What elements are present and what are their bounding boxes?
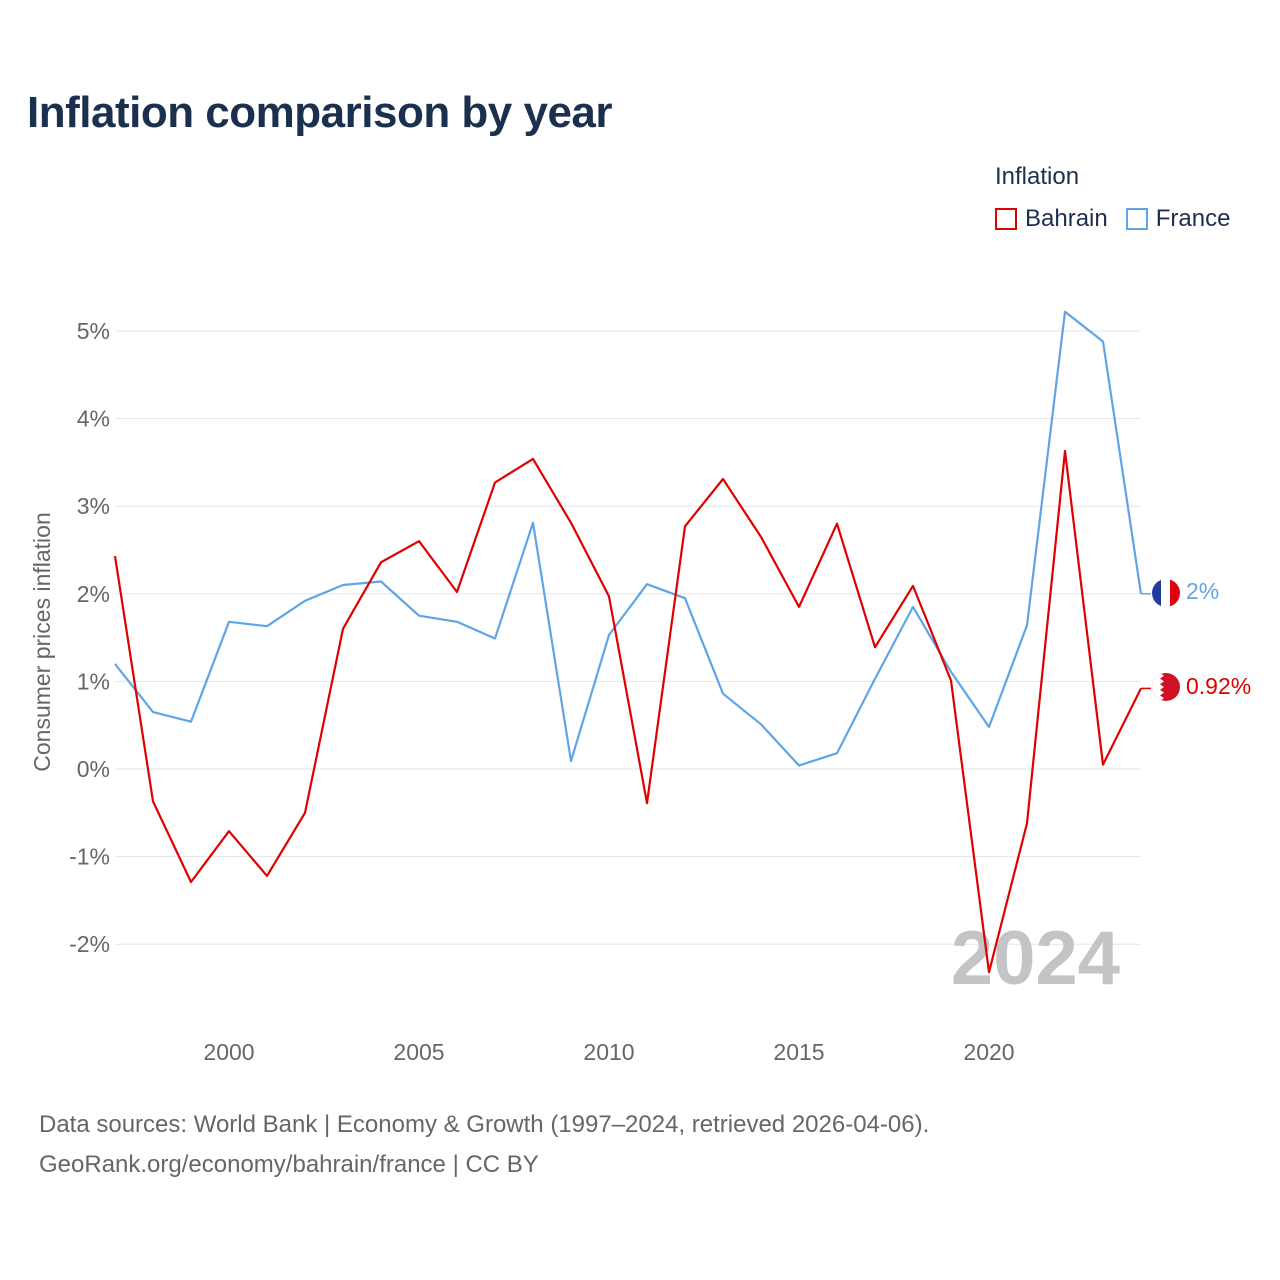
line-chart: 2024 -2% -1% 0% 1% 2% 3% 4% 5% 2000 2005 2010 2015… bbox=[29, 310, 1251, 1065]
end-labels: 2% 0.92% bbox=[1186, 578, 1251, 699]
legend-item-france[interactable]: France bbox=[1125, 205, 1231, 233]
chart-title: Inflation comparison by year bbox=[27, 88, 613, 137]
legend-title: Inflation bbox=[995, 163, 1080, 190]
x-tick-label: 2020 bbox=[963, 1039, 1014, 1065]
grid-lines bbox=[115, 330, 1141, 945]
x-axis-ticks: 2000 2005 2010 2015 2020 bbox=[203, 1039, 1014, 1065]
y-tick-label: -2% bbox=[69, 931, 110, 957]
footer: Data sources: World Bank | Economy & Gro… bbox=[39, 1105, 929, 1185]
end-label-france: 2% bbox=[1186, 578, 1219, 604]
y-tick-label: -1% bbox=[69, 844, 110, 870]
y-tick-label: 4% bbox=[77, 406, 110, 432]
x-tick-label: 2000 bbox=[203, 1039, 254, 1065]
series-line-bahrain[interactable] bbox=[113, 449, 1142, 974]
legend-label-bahrain: Bahrain bbox=[1025, 205, 1108, 232]
year-watermark: 2024 bbox=[951, 916, 1120, 1001]
credit-line: GeoRank.org/economy/bahrain/france | CC … bbox=[39, 1151, 539, 1178]
legend-label-france: France bbox=[1155, 205, 1231, 232]
x-tick-label: 2005 bbox=[393, 1039, 444, 1065]
y-axis-label: Consumer prices inflation bbox=[29, 512, 55, 772]
y-tick-label: 3% bbox=[77, 493, 110, 519]
legend-item-bahrain[interactable]: Bahrain bbox=[995, 205, 1108, 233]
series-lines bbox=[113, 310, 1151, 974]
y-axis-ticks: -2% -1% 0% 1% 2% 3% 4% 5% bbox=[69, 318, 110, 957]
source-line: Data sources: World Bank | Economy & Gro… bbox=[39, 1111, 930, 1138]
end-label-bahrain: 0.92% bbox=[1186, 673, 1251, 699]
france-flag-icon bbox=[1152, 579, 1180, 607]
series-line-france[interactable] bbox=[114, 310, 1143, 767]
x-tick-label: 2010 bbox=[583, 1039, 634, 1065]
y-tick-label: 2% bbox=[77, 581, 110, 607]
legend-swatch-france bbox=[1125, 208, 1148, 230]
legend-swatch-bahrain bbox=[995, 208, 1017, 230]
legend: Bahrain France bbox=[995, 205, 1230, 233]
y-tick-label: 5% bbox=[77, 318, 110, 344]
bahrain-flag-icon bbox=[1152, 673, 1180, 701]
y-tick-label: 0% bbox=[77, 756, 110, 782]
y-tick-label: 1% bbox=[77, 668, 110, 694]
x-tick-label: 2015 bbox=[773, 1039, 824, 1065]
